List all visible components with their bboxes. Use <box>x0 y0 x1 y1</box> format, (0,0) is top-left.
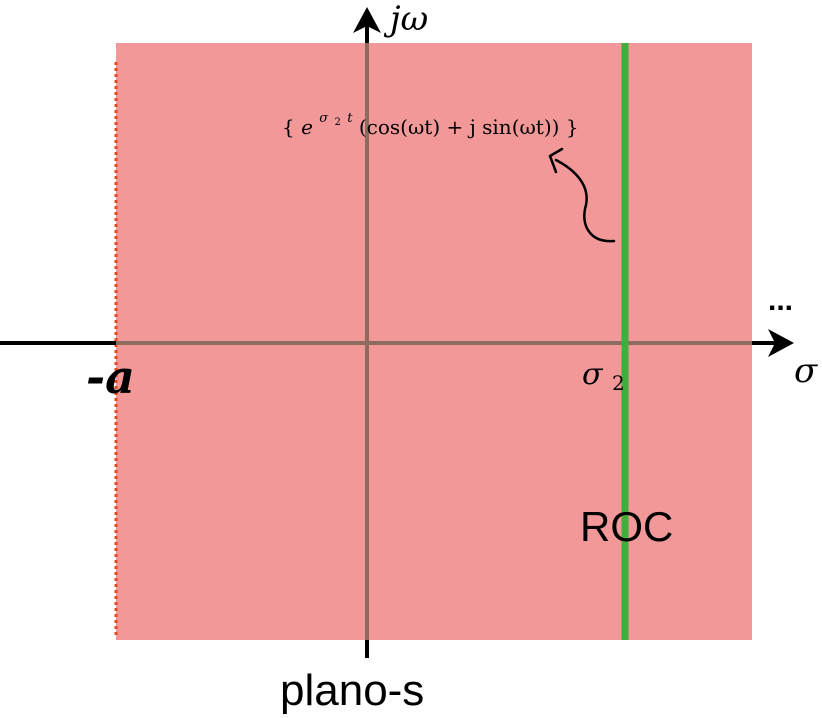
jw-axis-label: jω <box>383 0 428 39</box>
sigma2-subscript: 2 <box>612 371 625 395</box>
roc-label: ROC <box>580 503 673 550</box>
pointer-arrowhead-icon <box>548 147 564 174</box>
formula: { e σ 2 t (cos(ωt) + j sin(ωt)) } <box>282 103 579 139</box>
formula-close-brace: } <box>566 115 579 139</box>
jw-axis-arrowhead <box>353 7 381 33</box>
sigma-axis-label: σ <box>794 351 818 391</box>
ellipsis: ... <box>768 284 793 317</box>
pole-label: -a <box>86 350 135 404</box>
sigma2-label: σ 2 <box>582 357 625 395</box>
sigma-axis-arrowhead <box>768 329 794 357</box>
formula-open-brace: { <box>282 115 295 139</box>
formula-base: e <box>301 115 313 139</box>
curved-pointer-arrow <box>554 158 616 243</box>
formula-sup-t: t <box>347 111 353 126</box>
formula-sup-sub: 2 <box>335 117 341 128</box>
formula-sup-sigma: σ <box>319 111 329 126</box>
formula-body: (cos(ωt) + j sin(ωt)) <box>359 115 560 139</box>
sigma2-base: σ <box>582 357 604 392</box>
plane-label: plano-s <box>280 666 424 715</box>
